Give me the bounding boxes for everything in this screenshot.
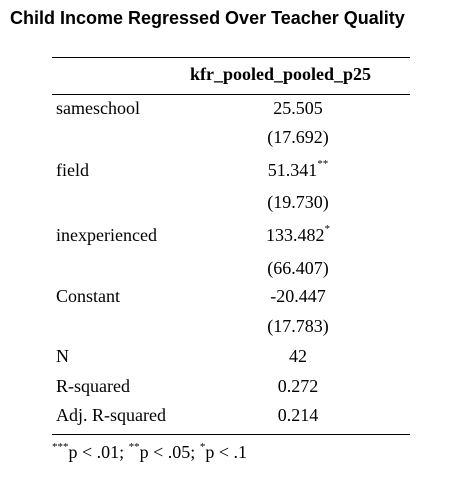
- row-label: inexperienced: [56, 225, 157, 245]
- significance-stars: *: [324, 223, 331, 235]
- column-header: kfr_pooled_pooled_p25: [190, 64, 372, 84]
- table-title: Child Income Regressed Over Teacher Qual…: [10, 8, 405, 28]
- significance-stars: **: [317, 158, 329, 170]
- row-label: field: [56, 160, 89, 180]
- row-label: sameschool: [56, 98, 140, 118]
- top-rule: [52, 57, 410, 58]
- stat-label: Adj. R-squared: [56, 405, 166, 425]
- header-rule: [52, 94, 410, 95]
- bottom-rule: [52, 434, 410, 435]
- significance-note: ***p < .01; **p < .05; *p < .1: [52, 441, 247, 463]
- stat-label: N: [56, 346, 69, 366]
- stat-label: R-squared: [56, 376, 130, 396]
- row-label: Constant: [56, 286, 121, 306]
